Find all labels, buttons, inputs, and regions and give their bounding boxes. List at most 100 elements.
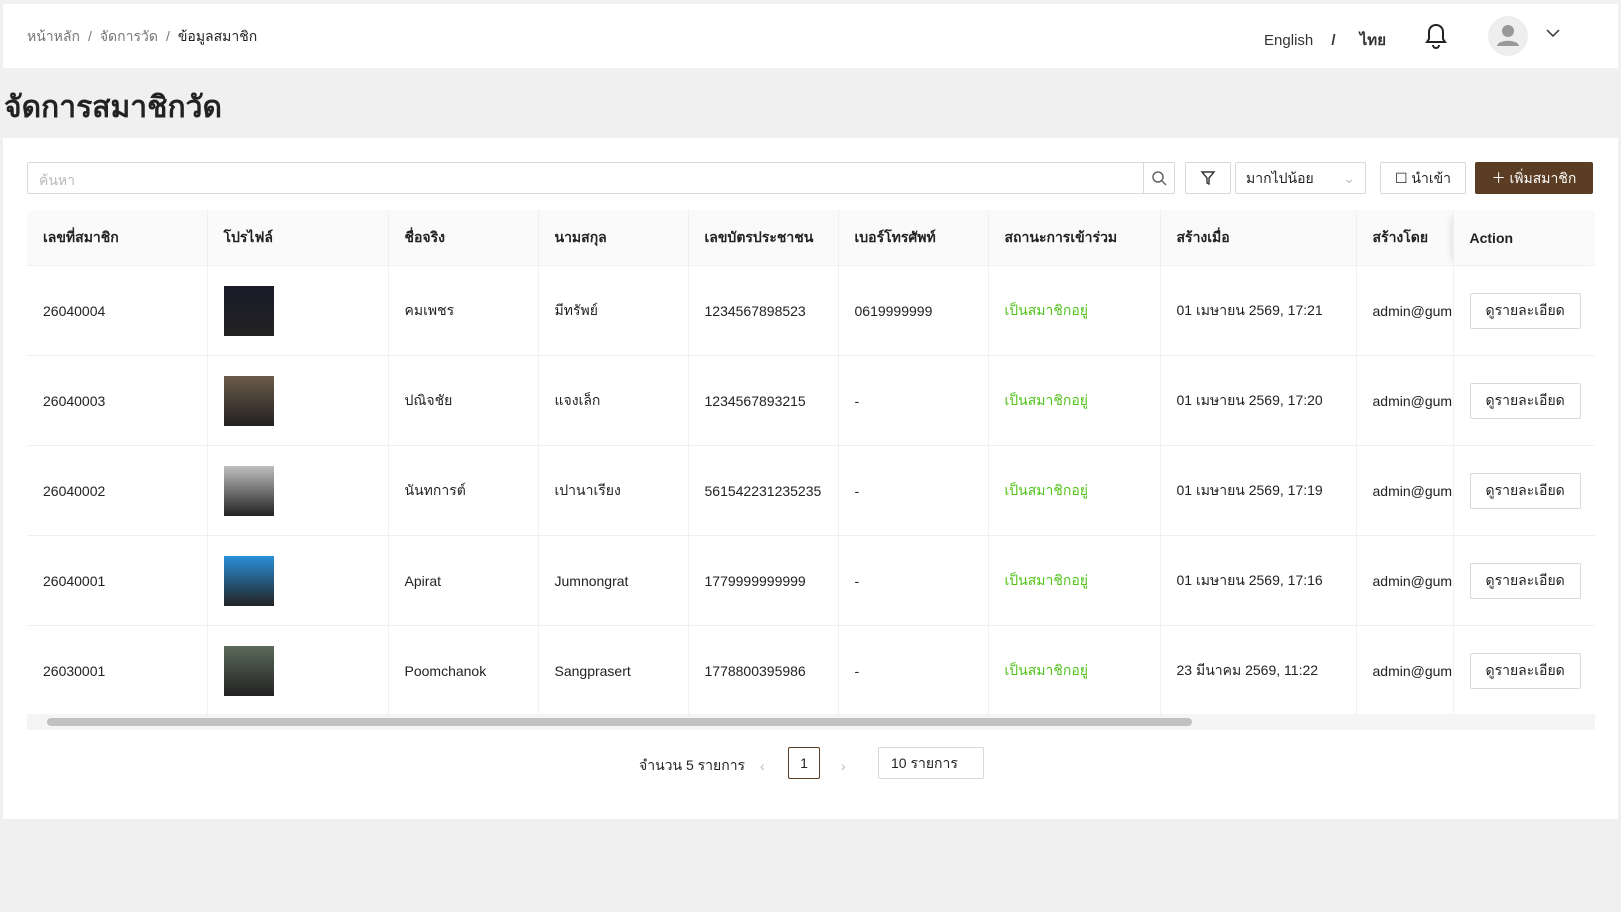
column-header: เลขที่สมาชิก	[27, 210, 208, 266]
member-table: เลขที่สมาชิก โปรไฟล์ ชื่อจริง นามสกุล เลขบัต…	[27, 210, 1595, 714]
table-row: 26040002 นันทการต์ เปานาเรียง 5615422312352…	[27, 445, 1595, 536]
table-cell: นันทการต์	[388, 445, 539, 536]
add-member-button[interactable]: ＋ เพิ่มสมาชิก	[1475, 162, 1593, 194]
action-cell: ดูรายละเอียด	[1453, 355, 1595, 446]
profile-photo	[223, 285, 274, 336]
lang-separator: /	[1331, 32, 1336, 49]
table-cell: เป็นสมาชิกอยู่	[988, 625, 1161, 714]
content-card: ค้นหา มากไปน้อย ⌄ ☐ นำเข้า ＋ เพิ่มสมาชิก …	[3, 138, 1618, 819]
action-cell: ดูรายละเอียด	[1453, 445, 1595, 536]
table-cell: เป็นสมาชิกอยู่	[988, 445, 1161, 536]
table-cell: 26040004	[27, 265, 208, 356]
view-button[interactable]: ดูรายละเอียด	[1469, 562, 1581, 599]
import-label: นำเข้า	[1411, 170, 1452, 186]
table-cell: เปานาเรียง	[538, 445, 689, 536]
user-avatar[interactable]	[1488, 16, 1528, 56]
table-cell: admin@gum	[1356, 445, 1454, 536]
lang-th[interactable]: ไทย	[1359, 32, 1386, 49]
table-cell: 23 มีนาคม 2569, 11:22	[1160, 625, 1357, 714]
profile-photo	[223, 555, 274, 606]
language-switch: English / ไทย	[1264, 28, 1386, 52]
action-cell: ดูรายละเอียด	[1453, 265, 1595, 356]
next-page[interactable]: ›	[841, 758, 846, 774]
filter-button[interactable]	[1185, 162, 1231, 194]
table-cell: Sangprasert	[538, 625, 689, 714]
column-header: โปรไฟล์	[207, 210, 389, 266]
profile-photo	[223, 645, 274, 696]
view-button[interactable]: ดูรายละเอียด	[1469, 652, 1581, 689]
search-button[interactable]	[1143, 163, 1174, 193]
view-button[interactable]: ดูรายละเอียด	[1469, 292, 1581, 329]
breadcrumb-separator: /	[165, 28, 170, 44]
filter-icon	[1200, 171, 1216, 186]
table-cell: คมเพชร	[388, 265, 539, 356]
table-cell: admin@gum	[1356, 625, 1454, 714]
breadcrumb-link[interactable]: หน้าหลัก	[27, 28, 80, 44]
table-cell: แจงเล็ก	[538, 355, 689, 446]
table-cell: 561542231235235	[688, 445, 839, 536]
table-cell: เป็นสมาชิกอยู่	[988, 265, 1161, 356]
table-cell: 26040001	[27, 535, 208, 626]
table-cell: เป็นสมาชิกอยู่	[988, 355, 1161, 446]
action-cell: ดูรายละเอียด	[1453, 625, 1595, 714]
column-header: ชื่อจริง	[388, 210, 539, 266]
table-cell: admin@gum	[1356, 355, 1454, 446]
table-cell: -	[838, 625, 989, 714]
scroll-thumb[interactable]	[47, 718, 1192, 726]
page-title: จัดการสมาชิกวัด	[4, 91, 222, 124]
lang-en[interactable]: English	[1264, 32, 1314, 49]
table-cell: admin@gum	[1356, 535, 1454, 626]
horizontal-scrollbar[interactable]	[27, 714, 1595, 730]
breadcrumb: หน้าหลัก / จัดการวัด / ข้อมูลสมาชิก	[27, 26, 257, 48]
column-header: สถานะการเข้าร่วม	[988, 210, 1161, 266]
profile-cell	[207, 265, 389, 356]
table-cell: 1234567893215	[688, 355, 839, 446]
table-row: 26030001 Poomchanok Sangprasert 17788003959…	[27, 625, 1595, 714]
action-cell: ดูรายละเอียด	[1453, 535, 1595, 626]
breadcrumb-link[interactable]: จัดการวัด	[99, 28, 158, 44]
table-cell: admin@gum	[1356, 265, 1454, 356]
table-row: 26040004 คมเพชร มีทรัพย์ 1234567898523 06199…	[27, 265, 1595, 356]
breadcrumb-separator: /	[87, 28, 92, 44]
profile-cell	[207, 625, 389, 714]
table-cell: -	[838, 535, 989, 626]
table-cell: Apirat	[388, 535, 539, 626]
notification-bell[interactable]	[1424, 22, 1448, 50]
view-button[interactable]: ดูรายละเอียด	[1469, 382, 1581, 419]
table-cell: 26040002	[27, 445, 208, 536]
profile-cell	[207, 355, 389, 446]
column-header: สร้างเมื่อ	[1160, 210, 1357, 266]
search-input[interactable]: ค้นหา	[27, 162, 1175, 194]
sort-value: มากไปน้อย	[1246, 170, 1314, 186]
table-cell: 26040003	[27, 355, 208, 446]
user-menu-chevron[interactable]	[1546, 28, 1560, 38]
table-wrap: เลขที่สมาชิก โปรไฟล์ ชื่อจริง นามสกุล เลขบัต…	[27, 210, 1595, 714]
profile-cell	[207, 535, 389, 626]
column-header: นามสกุล	[538, 210, 689, 266]
column-header: สร้างโดย	[1356, 210, 1454, 266]
column-header: เลขบัตรประชาชน	[688, 210, 839, 266]
table-cell: 01 เมษายน 2569, 17:21	[1160, 265, 1357, 356]
table-cell: Poomchanok	[388, 625, 539, 714]
column-header: Action	[1453, 210, 1595, 266]
table-cell: 26030001	[27, 625, 208, 714]
table-cell: 1234567898523	[688, 265, 839, 356]
select-arrow: ⌄	[1343, 170, 1355, 186]
page-size: 10 รายการ	[891, 755, 958, 771]
import-button[interactable]: ☐ นำเข้า	[1380, 162, 1466, 194]
view-button[interactable]: ดูรายละเอียด	[1469, 472, 1581, 509]
sort-select[interactable]: มากไปน้อย ⌄	[1235, 162, 1366, 194]
page-size-select[interactable]: 10 รายการ	[878, 747, 984, 779]
profile-photo	[223, 375, 274, 426]
breadcrumb-current: ข้อมูลสมาชิก	[177, 28, 258, 44]
add-label: เพิ่มสมาชิก	[1509, 170, 1577, 186]
current-page[interactable]: 1	[788, 747, 820, 779]
table-cell: 1778800395986	[688, 625, 839, 714]
profile-photo	[223, 465, 274, 516]
top-bar: หน้าหลัก / จัดการวัด / ข้อมูลสมาชิก English …	[3, 4, 1618, 68]
table-cell: -	[838, 355, 989, 446]
search-placeholder: ค้นหา	[39, 172, 76, 188]
table-cell: 0619999999	[838, 265, 989, 356]
prev-page[interactable]: ‹	[760, 758, 765, 774]
